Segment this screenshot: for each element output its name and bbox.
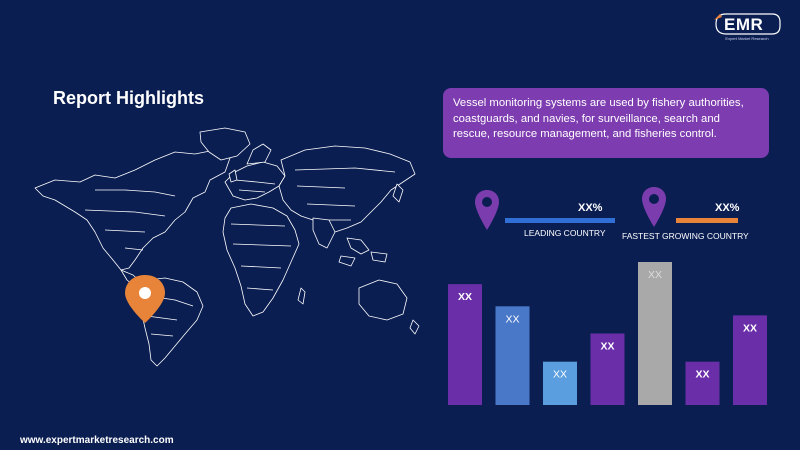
asia-shape	[278, 145, 416, 233]
map-location-pin-icon	[125, 275, 165, 323]
world-map	[34, 127, 420, 367]
north-america-shape	[34, 149, 231, 271]
description-box: Vessel monitoring systems are used by fi…	[443, 88, 769, 158]
logo-text: EMR	[724, 15, 764, 34]
bar-7	[733, 315, 767, 405]
fastest-growing-pin-icon	[642, 187, 666, 227]
leading-country-label: LEADING COUNTRY	[524, 228, 606, 238]
bar-4	[590, 333, 625, 405]
emr-logo: EMR Expert Market Research	[712, 12, 782, 42]
bar-chart: XX XX XX XX XX XX XX	[448, 262, 767, 405]
bar-label-3: XX	[553, 369, 567, 381]
logo-mark-icon	[714, 13, 781, 35]
india-shape	[312, 217, 336, 249]
scandinavia-shape	[246, 143, 272, 165]
japan-shape	[392, 183, 404, 203]
bar-label-6: XX	[695, 369, 709, 381]
bar-3	[543, 361, 577, 405]
southeast-asia-shape	[338, 237, 388, 267]
africa-shape	[222, 203, 300, 317]
leading-country-bar	[505, 218, 615, 223]
bar-label-2: XX	[505, 313, 519, 325]
greenland-shape	[199, 127, 251, 161]
leading-country-pin-icon	[475, 190, 499, 230]
footer-url: www.expertmarketresearch.com	[20, 435, 174, 446]
bar-label-1: XX	[458, 291, 472, 303]
bar-label-4: XX	[600, 341, 614, 353]
fastest-growing-label: FASTEST GROWING COUNTRY	[622, 231, 749, 241]
leading-country-value: XX%	[578, 202, 603, 214]
bar-1	[448, 284, 482, 405]
bar-label-7: XX	[743, 322, 757, 334]
new-zealand-shape	[409, 319, 420, 335]
bar-2	[495, 306, 530, 405]
australia-shape	[358, 279, 408, 321]
page-title: Report Highlights	[53, 88, 204, 108]
bar-label-5: XX	[648, 269, 662, 281]
bar-5	[638, 262, 672, 405]
fastest-growing-value: XX%	[715, 202, 740, 214]
fastest-growing-bar	[676, 218, 738, 223]
logo-tagline: Expert Market Research	[725, 36, 769, 41]
bar-6	[685, 361, 720, 405]
description-text: Vessel monitoring systems are used by fi…	[453, 97, 744, 140]
